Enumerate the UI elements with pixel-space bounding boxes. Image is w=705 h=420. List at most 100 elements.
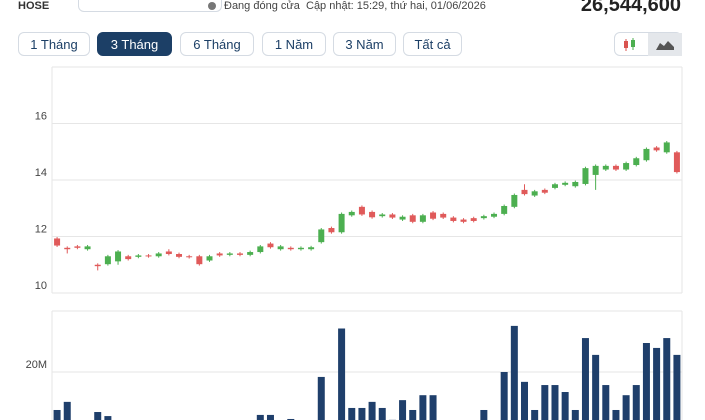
candle-body: [135, 255, 142, 257]
candle-body: [450, 217, 457, 221]
candle-body: [206, 256, 213, 261]
candle-body: [104, 256, 111, 265]
candle-body: [379, 214, 386, 217]
candle-body: [145, 255, 152, 257]
volume-bar: [358, 407, 366, 420]
candle-body: [562, 182, 569, 185]
range-button[interactable]: Tất cả: [403, 32, 462, 56]
candle-body: [643, 148, 650, 161]
volume-bar: [673, 354, 681, 420]
volume-bar: [622, 395, 630, 420]
volume-bar: [500, 372, 508, 420]
candle-body: [196, 256, 203, 265]
range-button[interactable]: 1 Năm: [262, 32, 326, 56]
candle-body: [74, 246, 81, 248]
volume-bar: [419, 395, 427, 420]
candle-body: [84, 246, 91, 250]
volume-bar: [612, 409, 620, 420]
candle-body: [623, 163, 630, 170]
candle-body: [64, 247, 71, 250]
volume-bar: [287, 418, 295, 420]
volume-bar: [531, 409, 539, 420]
candle-body: [592, 165, 599, 175]
range-button[interactable]: 6 Tháng: [180, 32, 254, 56]
icon: [624, 41, 628, 48]
candle-body: [399, 216, 406, 220]
candle-body: [673, 152, 680, 173]
volume-bar: [338, 328, 346, 420]
candle-body: [430, 212, 437, 219]
candle-body: [480, 216, 487, 219]
updated: Cập nhật: 15:29, thứ hai, 01/06/2026: [306, 0, 486, 12]
y-tick-label: 20M: [26, 359, 47, 371]
status-dot: [208, 2, 216, 10]
icon: [656, 41, 674, 50]
candle-body: [419, 215, 426, 222]
volume-bar: [266, 414, 274, 420]
y-tick-label: 10: [35, 280, 47, 292]
candle-body: [653, 147, 660, 151]
volume-bar: [104, 416, 112, 420]
candle-body: [287, 247, 294, 250]
volume-bar: [551, 385, 559, 420]
candle-body: [389, 214, 396, 218]
candle-body: [115, 251, 122, 262]
toggle-active: [648, 33, 682, 56]
candle-body: [216, 253, 223, 256]
candle-body: [125, 256, 132, 260]
volume-bar: [632, 385, 640, 420]
volume-bar: [348, 407, 356, 420]
volume-bar: [317, 376, 325, 420]
candle-body: [328, 228, 335, 233]
candle-body: [277, 246, 284, 250]
candle-body: [369, 211, 376, 218]
candle-body: [460, 219, 467, 222]
volume-bar: [510, 325, 518, 420]
candle-body: [358, 206, 365, 215]
range-button[interactable]: 1 Tháng: [18, 32, 90, 56]
volume-bar: [256, 414, 264, 420]
range-button[interactable]: 3 Năm: [333, 32, 396, 56]
y-tick-label: 12: [35, 223, 47, 235]
candle-body: [440, 213, 447, 218]
candle-body: [267, 243, 274, 248]
candle-body: [663, 142, 670, 153]
candle-body: [633, 158, 640, 166]
volume-bar: [368, 401, 376, 420]
range-button[interactable]: 3 Tháng: [97, 32, 172, 56]
volume-bar: [541, 385, 549, 420]
candle-body: [247, 252, 254, 255]
toggle-icons: [624, 33, 682, 56]
candle-body: [155, 253, 162, 257]
candle-body: [176, 254, 183, 257]
volume-bar: [53, 409, 61, 420]
volume-bar: [399, 400, 407, 420]
candle-body: [338, 213, 345, 233]
y-tick-label: 14: [35, 167, 47, 179]
volume-bar: [63, 401, 71, 420]
y-tick-label: 16: [35, 110, 47, 122]
chart-toggle[interactable]: [614, 32, 682, 56]
volume-bar: [409, 409, 417, 420]
candle-body: [226, 253, 233, 255]
volume-bar: [663, 338, 671, 420]
candle-body: [409, 215, 416, 222]
candle-body: [236, 253, 243, 255]
volume-bar: [480, 409, 488, 420]
volume-bar: [94, 412, 102, 420]
candle-body: [186, 256, 193, 258]
candle-body: [521, 189, 528, 195]
volume-bar: [521, 381, 528, 420]
candle-body: [348, 211, 355, 216]
candle-body: [612, 165, 619, 170]
logo-box: [78, 0, 222, 12]
candle-body: [54, 238, 61, 246]
candle-body: [491, 213, 498, 217]
exchange: HOSE: [18, 0, 50, 12]
candle-body: [582, 168, 589, 184]
volume-total: 26,544,600: [580, 0, 681, 16]
volume-bar: [561, 392, 569, 420]
candle-body: [602, 165, 609, 170]
status: Đang đóng cửa: [224, 0, 300, 12]
